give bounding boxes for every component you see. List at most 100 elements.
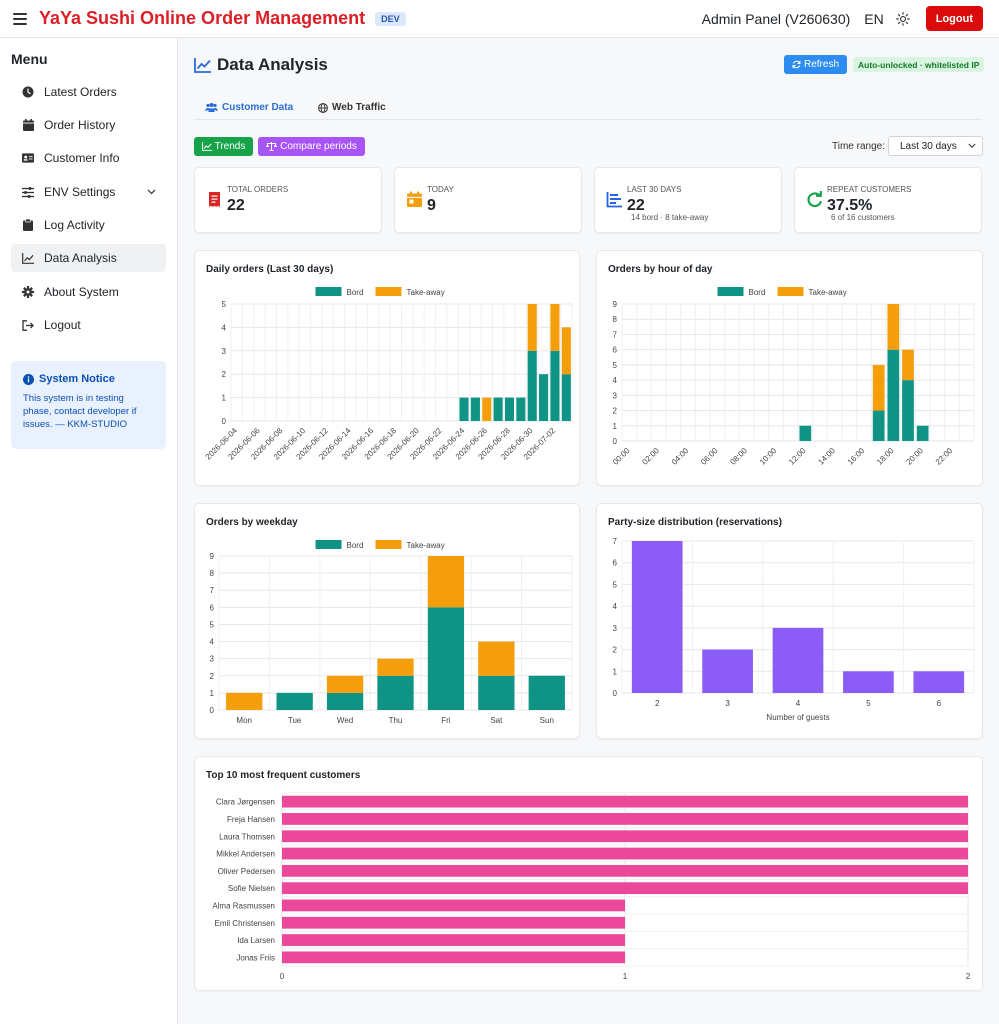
bar: [282, 813, 968, 825]
stat-subtext: 6 of 16 customers: [831, 213, 895, 222]
sidebar-item-log-activity[interactable]: Log Activity: [11, 211, 166, 239]
redo-icon: [807, 191, 822, 208]
bar: [887, 304, 900, 350]
y-tick-label: 6: [613, 346, 618, 355]
sidebar-item-logout[interactable]: Logout: [11, 311, 166, 339]
calendar-icon: [22, 119, 34, 131]
y-tick-label: 3: [210, 655, 215, 664]
compare-periods-button[interactable]: Compare periods: [258, 137, 365, 156]
time-range-select[interactable]: Last 30 days: [888, 136, 983, 156]
bar: [504, 397, 515, 421]
sidebar-item-customer-info[interactable]: Customer Info: [11, 144, 166, 172]
y-tick-label: Oliver Pedersen: [218, 867, 275, 876]
x-tick-label: Sat: [490, 716, 503, 725]
logout-button[interactable]: Logout: [925, 6, 983, 31]
y-tick-label: 3: [222, 347, 227, 356]
y-tick-label: Mikkel Andersen: [216, 850, 275, 859]
sidebar-item-label: Logout: [44, 318, 81, 332]
stat-label: TOTAL ORDERS: [227, 185, 289, 194]
bar: [282, 864, 968, 877]
bar: [550, 304, 560, 351]
env-badge: DEV: [375, 11, 406, 26]
stat-label: TODAY: [427, 185, 454, 194]
receipt-icon: [209, 192, 220, 207]
y-tick-label: 6: [210, 603, 215, 612]
calendar-day-icon: [407, 191, 422, 207]
sidebar-item-label: Data Analysis: [44, 251, 117, 265]
sidebar-item-label: ENV Settings: [44, 185, 116, 199]
x-tick-label: 1: [623, 972, 628, 981]
chevron-down-icon: [968, 141, 976, 151]
trends-button[interactable]: Trends: [194, 137, 253, 156]
sidebar-item-label: About System: [44, 285, 119, 299]
chart-line-icon: [22, 252, 34, 264]
bar: [872, 364, 885, 411]
bar: [478, 641, 515, 676]
stat-card-repeat-customers: REPEAT CUSTOMERS 37.5% 6 of 16 customers: [794, 167, 982, 233]
legend-label: Bord: [347, 288, 364, 297]
sun-icon[interactable]: [895, 11, 910, 26]
y-tick-label: 5: [222, 300, 227, 309]
sidebar-item-label: Customer Info: [44, 151, 120, 165]
x-tick-label: 04:00: [670, 446, 691, 467]
y-tick-label: 7: [613, 537, 618, 546]
chart-title: Orders by hour of day: [608, 264, 713, 275]
y-tick-label: 2: [613, 646, 618, 655]
bar: [226, 692, 263, 710]
bar: [913, 671, 965, 693]
menu-title: Menu: [11, 51, 48, 67]
admin-panel-label: Admin Panel (V260630): [701, 10, 851, 27]
bar: [377, 675, 414, 710]
x-tick-label: 10:00: [758, 446, 779, 467]
bar: [561, 327, 571, 375]
stat-value: 22: [227, 197, 245, 214]
legend-label: Take-away: [407, 541, 445, 550]
chevron-down-icon[interactable]: [147, 187, 156, 198]
y-tick-label: 5: [210, 620, 215, 629]
clock-icon: [22, 86, 34, 98]
y-tick-label: 0: [222, 417, 227, 426]
y-tick-label: 2: [222, 370, 227, 379]
info-icon: [23, 373, 34, 385]
refresh-icon: [792, 60, 801, 69]
sidebar-item-env-settings[interactable]: ENV Settings: [11, 178, 166, 206]
bar: [527, 350, 537, 421]
x-tick-label: Tue: [288, 716, 302, 725]
sidebar-item-data-analysis[interactable]: Data Analysis: [11, 244, 166, 272]
tab-customer-data[interactable]: Customer Data: [205, 96, 293, 119]
y-tick-label: 2: [613, 407, 618, 416]
bar: [916, 425, 929, 441]
chart-title: Party-size distribution (reservations): [608, 517, 782, 528]
bar: [799, 425, 812, 441]
sidebar-item-about-system[interactable]: About System: [11, 278, 166, 306]
bar: [282, 830, 968, 843]
x-tick-label: 2: [966, 972, 971, 981]
party-size-card: Party-size distribution (reservations) 0…: [596, 503, 983, 739]
trends-label: Trends: [214, 141, 246, 152]
orders-by-hour-chart: Bord Take-away 0 1 2 3 4 5 6 7 8 9 00:00 02:00 04:00 06…: [611, 287, 975, 467]
legend-swatch: [375, 287, 402, 296]
x-tick-label: Mon: [236, 716, 252, 725]
auto-unlock-badge: Auto-unlocked · whitelisted IP: [853, 57, 985, 72]
hamburger-menu-icon[interactable]: [13, 12, 27, 25]
tab-label: Web Traffic: [332, 102, 386, 113]
bar: [772, 627, 824, 693]
y-tick-label: 4: [613, 376, 618, 385]
refresh-button[interactable]: Refresh: [784, 55, 847, 74]
stat-subtext: 14 bord · 8 take-away: [631, 213, 709, 222]
daily-orders-card: Daily orders (Last 30 days) Bord Take-awa…: [194, 250, 580, 486]
y-tick-label: 3: [613, 624, 618, 633]
orders-by-weekday-card: Orders by weekday Bord Take-away 0 1 2 3 4 5 6 7 8…: [194, 503, 580, 739]
sidebar-item-order-history[interactable]: Order History: [11, 111, 166, 139]
chart-title: Top 10 most frequent customers: [206, 770, 361, 781]
tab-web-traffic[interactable]: Web Traffic: [318, 96, 386, 119]
globe-icon: [318, 102, 328, 113]
bar: [282, 882, 968, 895]
orders-by-weekday-chart: Bord Take-away 0 1 2 3 4 5 6 7 8 9 Mon Tue Wed Thu Fri Sa…: [210, 540, 573, 725]
y-tick-label: Freja Hansen: [227, 815, 275, 824]
sidebar-item-latest-orders[interactable]: Latest Orders: [11, 78, 166, 106]
language-switch[interactable]: EN: [864, 10, 884, 27]
sign-out-icon: [22, 319, 34, 331]
bar: [493, 397, 503, 421]
y-tick-label: Alma Rasmussen: [212, 901, 275, 910]
